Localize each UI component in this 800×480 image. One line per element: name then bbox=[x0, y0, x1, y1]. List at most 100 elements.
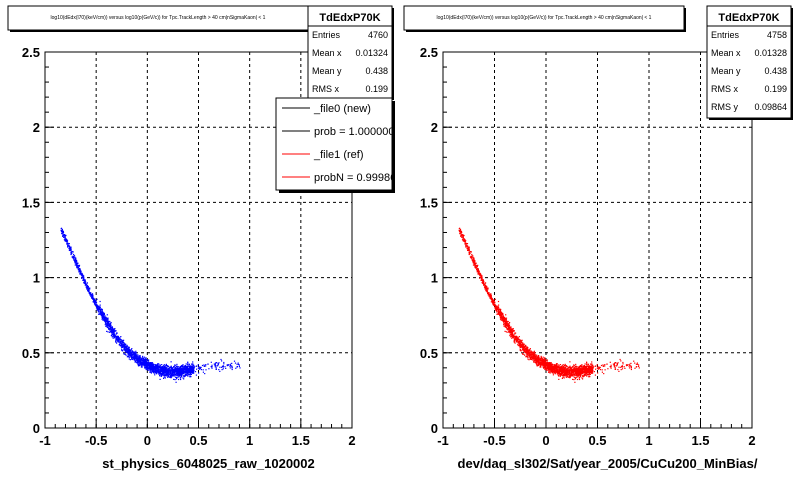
data-point bbox=[102, 314, 104, 316]
data-point bbox=[553, 364, 555, 366]
data-point bbox=[69, 249, 71, 251]
data-point bbox=[95, 304, 97, 306]
data-point bbox=[189, 376, 191, 378]
data-point bbox=[169, 370, 171, 372]
data-point bbox=[184, 366, 186, 368]
data-point bbox=[139, 364, 141, 366]
data-point bbox=[85, 283, 87, 285]
data-point bbox=[488, 293, 490, 295]
data-point bbox=[65, 234, 67, 237]
data-point bbox=[575, 365, 577, 367]
data-point bbox=[479, 276, 482, 279]
data-point bbox=[517, 342, 519, 344]
data-point bbox=[164, 373, 166, 376]
data-point bbox=[496, 305, 498, 308]
data-point bbox=[117, 336, 119, 338]
data-point bbox=[91, 297, 93, 299]
data-point bbox=[93, 299, 95, 301]
data-point bbox=[564, 368, 566, 371]
data-point bbox=[159, 366, 161, 369]
data-point bbox=[155, 368, 157, 370]
data-point bbox=[569, 376, 571, 378]
data-point bbox=[512, 336, 514, 338]
data-point bbox=[527, 358, 529, 360]
data-point bbox=[177, 376, 179, 378]
data-point bbox=[152, 370, 155, 372]
data-point bbox=[103, 318, 105, 320]
data-point bbox=[570, 372, 572, 374]
data-point bbox=[73, 256, 75, 258]
data-point bbox=[565, 365, 568, 367]
data-point bbox=[530, 351, 532, 353]
data-point bbox=[460, 235, 462, 237]
data-point bbox=[238, 365, 240, 367]
data-point bbox=[586, 375, 588, 377]
data-point bbox=[145, 367, 147, 369]
data-point bbox=[224, 366, 226, 368]
data-point bbox=[508, 326, 510, 328]
data-point bbox=[507, 320, 509, 323]
data-point bbox=[86, 282, 88, 284]
data-point bbox=[533, 361, 535, 363]
data-point bbox=[586, 371, 588, 373]
data-point bbox=[584, 369, 586, 371]
data-point bbox=[546, 367, 548, 369]
data-point bbox=[165, 364, 167, 366]
data-point bbox=[178, 367, 180, 369]
data-point bbox=[552, 374, 554, 376]
data-point bbox=[139, 355, 141, 357]
data-point bbox=[139, 355, 141, 357]
data-point bbox=[536, 365, 538, 367]
data-point bbox=[589, 373, 591, 375]
data-point bbox=[509, 329, 511, 331]
data-point bbox=[166, 367, 168, 369]
data-point bbox=[112, 328, 114, 330]
data-point bbox=[119, 339, 121, 341]
data-point bbox=[62, 232, 64, 234]
data-point bbox=[187, 363, 189, 365]
data-point bbox=[79, 268, 81, 270]
data-point bbox=[569, 368, 571, 370]
stats-row-value: 0.438 bbox=[365, 66, 388, 76]
data-point bbox=[565, 369, 568, 371]
data-point bbox=[101, 314, 103, 316]
data-point bbox=[484, 288, 486, 290]
data-point bbox=[219, 366, 221, 368]
data-point bbox=[64, 236, 66, 238]
data-point bbox=[498, 311, 500, 313]
data-point bbox=[102, 314, 104, 316]
data-point bbox=[637, 363, 639, 365]
data-point bbox=[521, 352, 523, 354]
data-point bbox=[188, 371, 191, 373]
data-point bbox=[525, 348, 527, 350]
data-point bbox=[479, 272, 481, 274]
data-point bbox=[96, 309, 98, 311]
data-point bbox=[162, 368, 164, 370]
data-point bbox=[167, 368, 170, 370]
data-point bbox=[81, 275, 83, 277]
data-point bbox=[81, 276, 83, 279]
data-point bbox=[150, 366, 152, 368]
data-point bbox=[178, 374, 180, 377]
data-point bbox=[188, 371, 190, 373]
data-point bbox=[612, 363, 614, 365]
data-point bbox=[193, 372, 195, 374]
data-point bbox=[118, 337, 120, 339]
data-point bbox=[461, 234, 463, 236]
data-point bbox=[482, 279, 484, 282]
data-point bbox=[628, 367, 631, 369]
data-point bbox=[538, 363, 540, 365]
data-point bbox=[228, 364, 230, 366]
data-point bbox=[570, 374, 572, 376]
data-point bbox=[74, 262, 76, 264]
data-point bbox=[620, 365, 623, 368]
data-point bbox=[570, 374, 572, 376]
data-point bbox=[540, 355, 542, 357]
data-point bbox=[568, 373, 571, 375]
data-point bbox=[547, 362, 549, 364]
data-point bbox=[582, 366, 585, 368]
data-point bbox=[180, 369, 182, 372]
data-point bbox=[194, 371, 197, 373]
data-point bbox=[592, 369, 594, 371]
data-point bbox=[490, 296, 492, 298]
